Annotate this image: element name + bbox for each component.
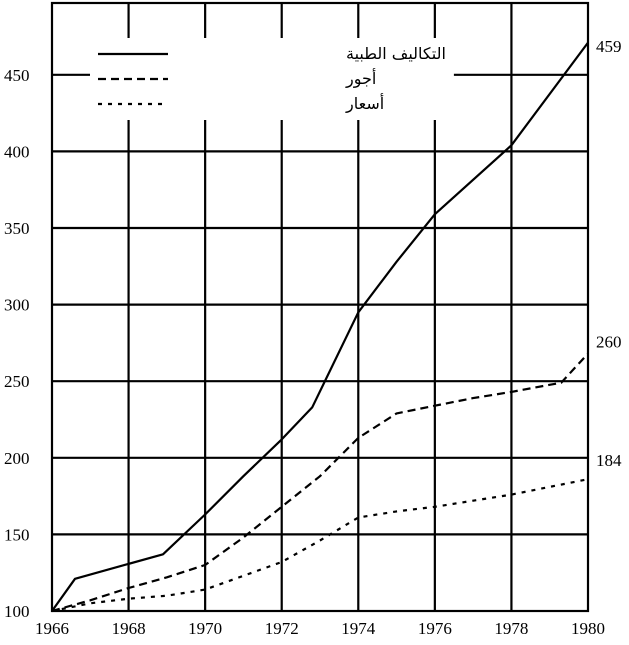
y-tick-label: 400	[4, 142, 30, 161]
series-line-1	[51, 41, 589, 612]
x-axis-ticks: 1966 1968 1970 1972 1974 1976 1978 1980	[35, 619, 605, 638]
x-tick-label: 1976	[418, 619, 452, 638]
y-tick-label: 250	[4, 372, 30, 391]
x-tick-label: 1972	[265, 619, 299, 638]
y-axis-ticks: 100 150 200 250 300 350 400 450	[4, 66, 30, 621]
y-tick-label: 350	[4, 219, 30, 238]
series-end-label: 260	[596, 333, 622, 352]
y-tick-label: 100	[4, 602, 30, 621]
x-tick-label: 1968	[112, 619, 146, 638]
legend-label: التكاليف الطبية	[346, 44, 446, 63]
x-tick-label: 1978	[494, 619, 528, 638]
y-tick-label: 200	[4, 449, 30, 468]
y-tick-label: 450	[4, 66, 30, 85]
series-end-label: 459	[596, 37, 622, 56]
y-tick-label: 300	[4, 296, 30, 315]
x-tick-label: 1974	[341, 619, 376, 638]
x-tick-label: 1970	[188, 619, 222, 638]
legend: التكاليف الطبية أجور أسعار	[98, 44, 446, 114]
legend-label: أجور	[345, 68, 376, 89]
series-end-label: 184	[596, 451, 622, 470]
x-tick-label: 1966	[35, 619, 69, 638]
series-layer	[51, 41, 589, 613]
legend-label: أسعار	[345, 93, 384, 114]
series-end-labels: 459 260 184	[596, 37, 622, 470]
y-tick-label: 150	[4, 525, 30, 544]
series-line-3	[51, 478, 589, 613]
series-line-2	[51, 352, 589, 613]
plot-frame	[50, 1, 590, 613]
x-tick-label: 1980	[571, 619, 605, 638]
